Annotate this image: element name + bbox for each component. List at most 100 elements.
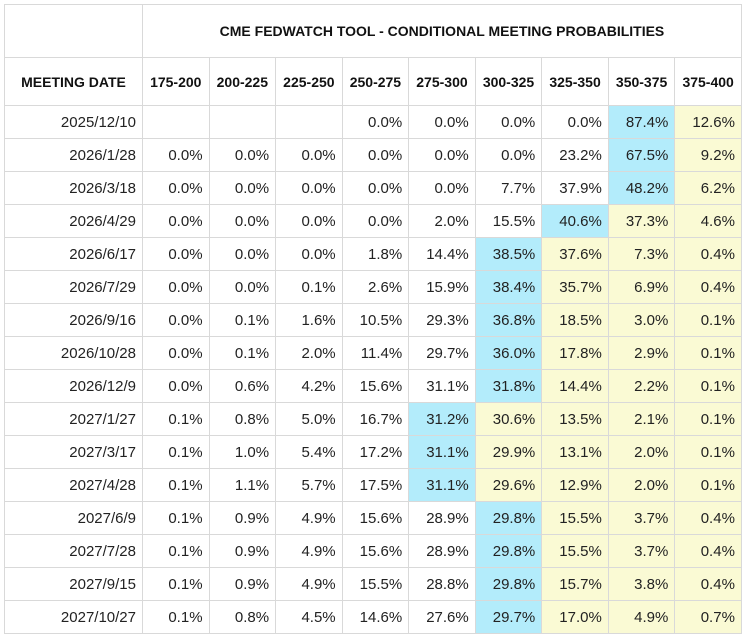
probability-cell: 37.9% (541, 171, 609, 205)
probability-cell: 29.8% (474, 534, 543, 568)
probability-cell: 36.0% (474, 336, 543, 370)
probability-cell: 0.4% (674, 567, 742, 601)
probability-cell: 17.2% (341, 435, 410, 469)
probability-cell: 0.1% (674, 369, 742, 403)
probability-cell: 0.0% (208, 138, 277, 172)
probability-cell: 0.0% (208, 237, 277, 271)
probability-cell: 0.0% (275, 237, 343, 271)
data-row: 2027/4/28 0.1% 1.1% 5.7% 17.5% 31.1% 29.6% 12.9… (4, 468, 742, 502)
probability-cell: 0.4% (674, 534, 742, 568)
probability-cell: 0.0% (142, 171, 210, 205)
probability-cell: 2.1% (607, 402, 676, 436)
probability-cell: 17.8% (541, 336, 609, 370)
probability-cell: 2.0% (275, 336, 343, 370)
probability-cell: 30.6% (474, 402, 543, 436)
probability-cell: 0.1% (142, 468, 210, 502)
meeting-date: 2027/6/9 (4, 501, 143, 535)
probability-cell: 0.0% (208, 270, 277, 304)
probability-cell: 3.7% (607, 501, 676, 535)
probability-cell: 0.0% (142, 369, 210, 403)
column-header: 375-400 (674, 57, 742, 106)
column-header: 325-350 (541, 57, 609, 106)
probability-cell: 0.0% (341, 105, 410, 139)
probability-cell: 29.8% (474, 501, 543, 535)
probability-cell: 0.0% (275, 204, 343, 238)
meeting-date: 2025/12/10 (4, 105, 143, 139)
column-header: 350-375 (607, 57, 676, 106)
probability-cell: 28.8% (408, 567, 476, 601)
probability-cell: 0.1% (142, 600, 210, 634)
probability-cell (208, 105, 277, 139)
probability-cell: 31.8% (474, 369, 543, 403)
probability-cell: 37.3% (607, 204, 676, 238)
probability-cell: 0.1% (674, 336, 742, 370)
probability-cell: 0.0% (142, 204, 210, 238)
probability-cell: 0.1% (208, 336, 277, 370)
probability-cell: 0.1% (142, 534, 210, 568)
title-row: CME FEDWATCH TOOL - CONDITIONAL MEETING … (4, 4, 742, 58)
probability-cell: 29.7% (474, 600, 543, 634)
meeting-date: 2026/4/29 (4, 204, 143, 238)
probability-cell: 3.0% (607, 303, 676, 337)
probability-cell: 0.1% (674, 435, 742, 469)
probability-cell: 2.0% (607, 468, 676, 502)
probability-cell: 29.3% (408, 303, 476, 337)
data-row: 2026/1/28 0.0% 0.0% 0.0% 0.0% 0.0% 0.0% 23.2% 67… (4, 138, 742, 172)
probability-cell: 0.4% (674, 501, 742, 535)
probability-cell: 0.1% (142, 435, 210, 469)
probability-cell: 0.0% (341, 204, 410, 238)
probability-table: CME FEDWATCH TOOL - CONDITIONAL MEETING … (4, 4, 742, 634)
probability-cell: 0.8% (208, 600, 277, 634)
probability-cell: 0.0% (142, 237, 210, 271)
probability-cell: 4.6% (674, 204, 742, 238)
probability-cell: 3.8% (607, 567, 676, 601)
probability-cell: 5.7% (275, 468, 343, 502)
probability-cell: 15.5% (341, 567, 410, 601)
probability-cell: 0.1% (275, 270, 343, 304)
probability-cell: 0.0% (275, 171, 343, 205)
probability-cell: 0.0% (474, 138, 543, 172)
data-row: 2026/10/28 0.0% 0.1% 2.0% 11.4% 29.7% 36.0% 17.… (4, 336, 742, 370)
probability-cell: 13.5% (541, 402, 609, 436)
probability-cell: 0.1% (674, 402, 742, 436)
probability-cell: 38.5% (474, 237, 543, 271)
probability-cell: 1.6% (275, 303, 343, 337)
data-row: 2026/9/16 0.0% 0.1% 1.6% 10.5% 29.3% 36.8% 18.5… (4, 303, 742, 337)
probability-cell: 0.0% (341, 138, 410, 172)
meeting-date: 2026/9/16 (4, 303, 143, 337)
meeting-date: 2026/6/17 (4, 237, 143, 271)
header-row: MEETING DATE 175-200 200-225 225-250 250-275… (4, 57, 742, 106)
probability-cell: 6.2% (674, 171, 742, 205)
probability-cell: 0.0% (208, 171, 277, 205)
probability-cell: 0.8% (208, 402, 277, 436)
probability-cell (275, 105, 343, 139)
probability-cell: 23.2% (541, 138, 609, 172)
probability-cell: 48.2% (607, 171, 676, 205)
probability-cell: 4.9% (607, 600, 676, 634)
probability-cell: 15.5% (541, 534, 609, 568)
probability-cell: 0.0% (142, 270, 210, 304)
probability-cell: 0.1% (674, 303, 742, 337)
probability-cell: 29.7% (408, 336, 476, 370)
probability-cell: 0.0% (208, 204, 277, 238)
data-row: 2026/6/17 0.0% 0.0% 0.0% 1.8% 14.4% 38.5% 37.6%… (4, 237, 742, 271)
probability-cell: 29.6% (474, 468, 543, 502)
meeting-date: 2026/1/28 (4, 138, 143, 172)
probability-cell: 6.9% (607, 270, 676, 304)
probability-cell: 2.0% (607, 435, 676, 469)
probability-cell: 7.7% (474, 171, 543, 205)
probability-cell: 4.9% (275, 501, 343, 535)
probability-cell: 0.1% (142, 402, 210, 436)
probability-cell: 36.8% (474, 303, 543, 337)
column-header: 175-200 (142, 57, 210, 106)
probability-cell: 0.0% (408, 171, 476, 205)
column-header: 275-300 (408, 57, 476, 106)
data-row: 2026/12/9 0.0% 0.6% 4.2% 15.6% 31.1% 31.8% 14.4… (4, 369, 742, 403)
probability-cell: 1.0% (208, 435, 277, 469)
data-row: 2027/9/15 0.1% 0.9% 4.9% 15.5% 28.8% 29.8% 15.7… (4, 567, 742, 601)
probability-cell: 15.6% (341, 369, 410, 403)
probability-cell: 4.5% (275, 600, 343, 634)
table-title: CME FEDWATCH TOOL - CONDITIONAL MEETING … (142, 4, 742, 58)
meeting-date: 2026/7/29 (4, 270, 143, 304)
